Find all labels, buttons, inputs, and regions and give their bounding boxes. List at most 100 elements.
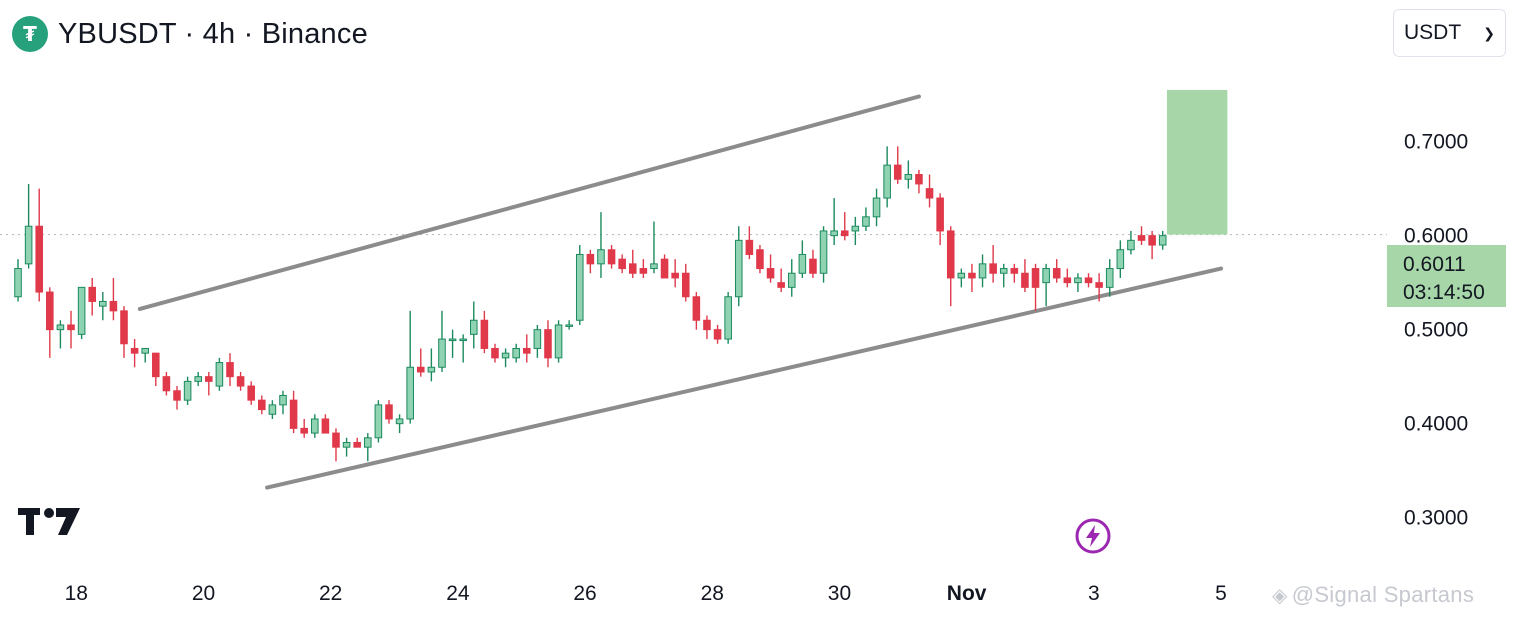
candle xyxy=(1137,226,1146,246)
candle-body-up xyxy=(14,268,22,298)
candle-body-down xyxy=(1063,277,1072,284)
candle xyxy=(35,188,44,302)
candle-body-down xyxy=(1095,282,1103,288)
candle xyxy=(1074,273,1082,293)
candle xyxy=(374,400,383,443)
candle xyxy=(427,348,436,382)
candle-body-down xyxy=(671,272,679,279)
candle-body-up xyxy=(904,174,913,180)
candle xyxy=(279,390,287,415)
candle-body-down xyxy=(385,404,393,420)
candle xyxy=(946,226,955,307)
current-price-value: 0.6011 xyxy=(1403,253,1466,276)
candle-body-up xyxy=(819,230,828,274)
candle xyxy=(1127,230,1135,255)
time-axis: 18 20 22 24 26 28 30 Nov 3 5 xyxy=(65,582,1227,605)
currency-select-value: USDT xyxy=(1404,21,1462,44)
candle xyxy=(819,226,828,283)
candle-body-up xyxy=(597,249,605,265)
candle xyxy=(56,320,65,349)
candle xyxy=(321,414,330,434)
candle xyxy=(416,348,425,377)
candle-body-down xyxy=(777,282,785,288)
channel-upper-trendline[interactable] xyxy=(137,94,921,311)
candle xyxy=(671,259,679,288)
candle-body-down xyxy=(258,399,266,411)
candle-body-up xyxy=(862,216,870,227)
candle xyxy=(194,371,202,387)
candle-body-down xyxy=(1148,235,1156,246)
candle xyxy=(586,249,595,274)
candle xyxy=(745,226,754,260)
candle xyxy=(1148,230,1156,260)
candle-body-up xyxy=(448,338,457,342)
x-tick-label: 18 xyxy=(65,582,88,605)
candle xyxy=(628,249,637,278)
lightning-icon[interactable] xyxy=(1075,518,1111,554)
candle-body-down xyxy=(205,376,213,382)
candle-body-down xyxy=(618,258,626,270)
candle-body-down xyxy=(247,385,255,401)
tradingview-logo-icon[interactable] xyxy=(18,506,80,541)
candle-body-down xyxy=(660,258,669,279)
candle-body-up xyxy=(141,347,149,354)
candle xyxy=(681,263,690,302)
candle-body-up xyxy=(787,272,796,288)
candle xyxy=(639,259,648,278)
candle-body-up xyxy=(724,296,732,340)
candle-body-down xyxy=(35,225,44,293)
candle xyxy=(268,400,277,419)
candle xyxy=(522,334,531,363)
channel-lower-trendline[interactable] xyxy=(265,266,1224,490)
candle xyxy=(289,390,298,434)
candle-body-down xyxy=(745,239,754,255)
candle-body-down xyxy=(915,174,923,185)
candle xyxy=(120,306,128,358)
currency-select[interactable]: USDT ❯ xyxy=(1393,9,1506,57)
candle xyxy=(77,286,86,340)
candle xyxy=(756,245,764,274)
candle-body-down xyxy=(1137,235,1146,241)
candle-body-down xyxy=(321,418,330,434)
candle xyxy=(1084,273,1093,288)
candle-body-down xyxy=(586,253,595,265)
diamond-icon: ◈ xyxy=(1272,585,1288,607)
x-tick-label: 26 xyxy=(573,582,596,605)
candle-body-up xyxy=(554,324,563,359)
candle xyxy=(830,198,838,246)
candle-body-up xyxy=(1042,268,1050,284)
candle xyxy=(554,320,563,363)
candle-body-up xyxy=(1127,239,1135,251)
candle-body-down xyxy=(756,249,764,270)
candle-body-down xyxy=(300,427,308,434)
candle xyxy=(915,169,923,194)
candle-body-up xyxy=(342,441,351,448)
candle-body-up xyxy=(1116,249,1125,270)
x-tick-label: 28 xyxy=(701,582,724,605)
candle-body-down xyxy=(1052,268,1061,279)
candle-body-down xyxy=(173,390,181,401)
candle-body-up xyxy=(575,253,584,321)
y-tick-label: 0.3000 xyxy=(1404,507,1468,530)
candle-body-up xyxy=(1105,268,1114,288)
candle-body-up xyxy=(957,272,966,279)
candle xyxy=(342,437,351,457)
candle xyxy=(162,371,171,396)
candle-body-down xyxy=(639,268,648,274)
y-tick-label: 0.5000 xyxy=(1404,319,1468,342)
candle xyxy=(893,146,902,184)
candle xyxy=(438,310,446,372)
candle xyxy=(734,226,743,307)
target-zone[interactable] xyxy=(1166,89,1228,235)
candle xyxy=(109,277,118,321)
candle xyxy=(872,188,881,227)
candle xyxy=(607,245,616,269)
candle xyxy=(1031,263,1040,311)
candle xyxy=(395,414,404,434)
candle xyxy=(713,324,722,344)
candle-body-up xyxy=(279,394,287,406)
candle-body-up xyxy=(99,300,107,307)
candle xyxy=(173,386,181,410)
candle-body-up xyxy=(565,324,573,327)
